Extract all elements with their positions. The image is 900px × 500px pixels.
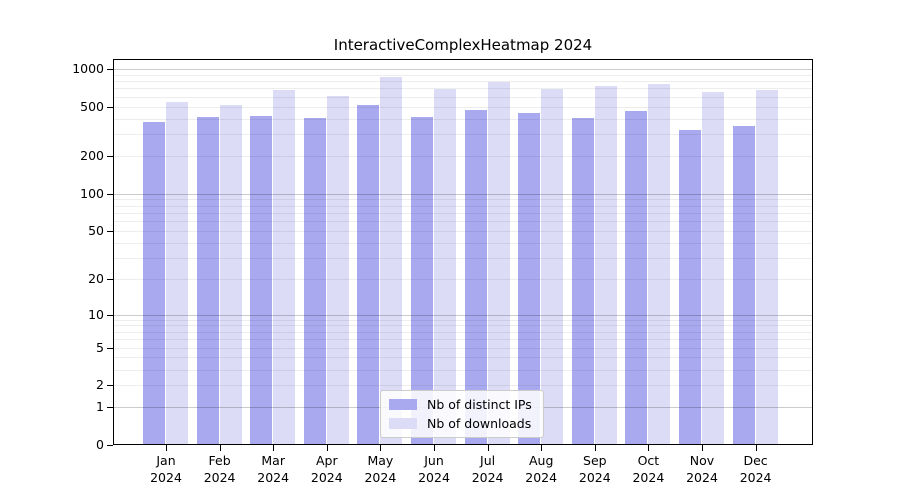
- bar-downloads-jun: [434, 88, 456, 444]
- bar-distinct-ips-apr: [303, 117, 326, 444]
- y-tick-mark: [107, 106, 113, 108]
- minor-gridline: [114, 81, 812, 82]
- x-tick-mark: [755, 445, 757, 451]
- x-tick-mark: [219, 445, 221, 451]
- x-tick-label: Feb 2024: [203, 453, 236, 485]
- x-tick-label: Mar 2024: [257, 453, 290, 485]
- bar-distinct-ips-oct: [625, 110, 648, 444]
- x-tick-label: Jul 2024: [471, 453, 504, 485]
- x-tick-mark: [380, 445, 382, 451]
- bar-distinct-ips-aug: [518, 113, 541, 444]
- x-tick-mark: [326, 445, 328, 451]
- bar-distinct-ips-may: [357, 105, 380, 444]
- y-tick-mark: [107, 347, 113, 349]
- bar-downloads-jul: [487, 82, 510, 444]
- x-tick-mark: [648, 445, 650, 451]
- y-tick-label: 100: [80, 185, 104, 201]
- x-tick-label: Oct 2024: [632, 453, 665, 485]
- y-tick-label: 50: [88, 223, 104, 238]
- x-tick-mark: [434, 445, 435, 451]
- plot-area: [113, 59, 813, 445]
- y-tick-label: 1: [96, 399, 104, 415]
- bar-downloads-mar: [273, 89, 296, 444]
- bar-downloads-feb: [219, 105, 242, 444]
- y-tick-mark: [107, 156, 113, 158]
- y-tick-label: 200: [80, 148, 104, 164]
- bar-downloads-may: [380, 77, 403, 444]
- y-tick-label: 500: [80, 98, 104, 114]
- x-tick-mark: [166, 445, 167, 451]
- minor-gridline: [114, 74, 812, 76]
- y-tick-label: 0: [96, 437, 104, 452]
- x-tick-mark: [541, 445, 543, 451]
- bar-distinct-ips-jan: [143, 121, 165, 444]
- bar-distinct-ips-feb: [196, 117, 219, 444]
- bar-downloads-jan: [166, 102, 188, 444]
- bar-distinct-ips-mar: [250, 115, 273, 444]
- bar-distinct-ips-dec: [732, 125, 755, 444]
- x-tick-mark: [273, 445, 275, 451]
- bar-downloads-aug: [541, 88, 564, 444]
- x-tick-label: Sep 2024: [578, 453, 611, 485]
- bar-downloads-sep: [594, 86, 617, 444]
- y-tick-mark: [107, 231, 113, 232]
- y-tick-mark: [107, 279, 113, 281]
- bar-downloads-dec: [755, 89, 778, 444]
- bar-distinct-ips-jul: [464, 110, 487, 444]
- legend-label-distinct-ips: Nb of distinct IPs: [427, 397, 532, 412]
- x-tick-label: Dec 2024: [739, 453, 772, 485]
- bar-distinct-ips-nov: [679, 130, 701, 444]
- bar-distinct-ips-jun: [411, 117, 433, 444]
- x-tick-label: Jan 2024: [150, 453, 182, 485]
- x-tick-mark: [487, 445, 489, 451]
- bar-distinct-ips-sep: [571, 118, 594, 444]
- legend-swatch-distinct-ips: [389, 399, 417, 410]
- x-tick-mark: [594, 445, 596, 451]
- legend-label-downloads: Nb of downloads: [427, 416, 532, 431]
- x-tick-mark: [702, 445, 703, 451]
- y-tick-mark: [107, 445, 113, 446]
- legend-item-distinct-ips: Nb of distinct IPs: [389, 397, 535, 412]
- legend-swatch-downloads: [389, 418, 417, 429]
- y-tick-mark: [107, 193, 113, 195]
- y-tick-label: 5: [96, 339, 104, 355]
- y-tick-label: 20: [88, 271, 104, 287]
- x-tick-label: May 2024: [364, 453, 397, 485]
- y-tick-mark: [107, 314, 113, 316]
- bar-downloads-apr: [326, 95, 349, 444]
- bar-downloads-oct: [648, 83, 671, 444]
- legend-item-downloads: Nb of downloads: [389, 416, 535, 431]
- y-tick-label: 2: [96, 377, 104, 393]
- legend: Nb of distinct IPs Nb of downloads: [380, 390, 544, 438]
- chart-title: InteractiveComplexHeatmap 2024: [333, 36, 593, 54]
- major-gridline: [114, 68, 812, 70]
- x-tick-label: Nov 2024: [686, 453, 718, 485]
- bar-downloads-nov: [702, 91, 724, 444]
- y-tick-label: 1000: [72, 60, 104, 76]
- x-tick-label: Aug 2024: [525, 453, 558, 485]
- y-tick-mark: [107, 407, 113, 409]
- minor-gridline: [114, 88, 812, 90]
- x-tick-label: Apr 2024: [310, 453, 343, 485]
- y-tick-mark: [107, 68, 113, 70]
- x-tick-label: Jun 2024: [418, 453, 450, 485]
- y-tick-mark: [107, 385, 113, 387]
- y-tick-label: 10: [88, 306, 104, 322]
